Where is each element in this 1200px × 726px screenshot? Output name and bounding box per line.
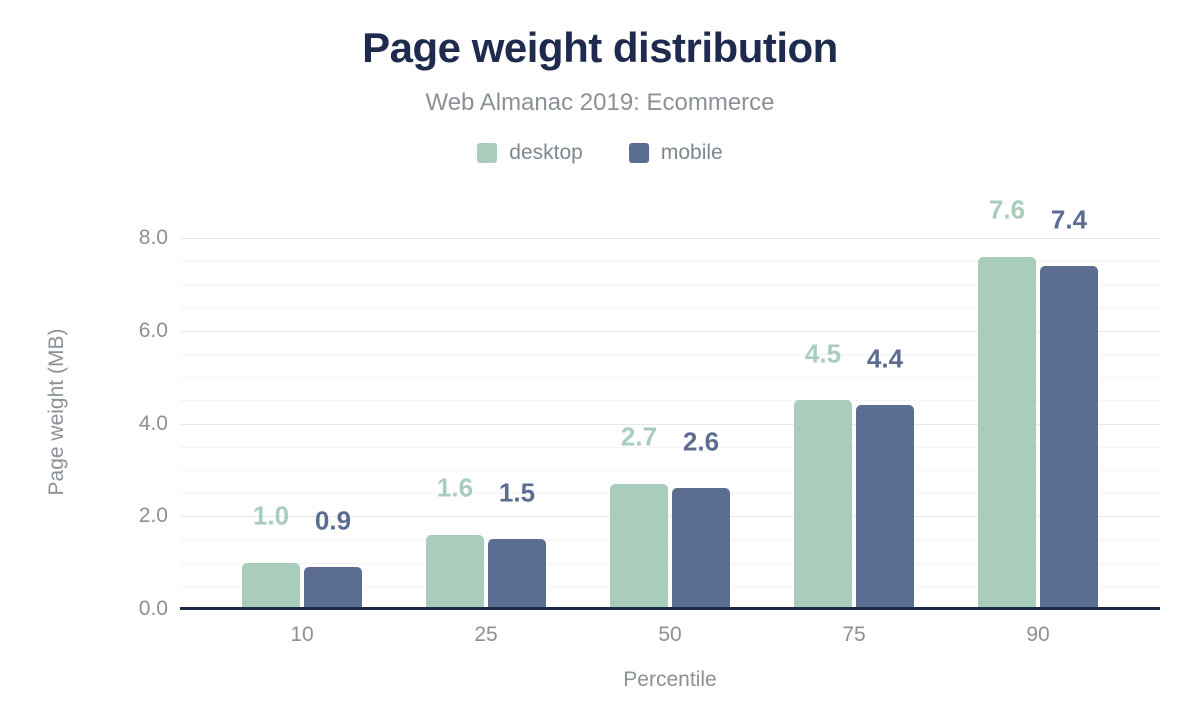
- y-tick-label-4.0: 4.0: [138, 412, 168, 435]
- x-tick-label-50: 50: [658, 623, 682, 646]
- bar-mobile-p75: [856, 405, 914, 609]
- y-axis-title: Page weight (MB): [45, 328, 68, 496]
- value-label-mobile-p90: 7.4: [1050, 204, 1088, 235]
- value-label-desktop-p50: 2.7: [620, 421, 658, 452]
- x-tick-label-10: 10: [290, 623, 314, 646]
- x-axis-title: Percentile: [623, 668, 717, 691]
- value-label-mobile-p10: 0.9: [314, 505, 352, 536]
- y-tick-label-6.0: 6.0: [138, 319, 168, 342]
- bar-desktop-p25: [426, 535, 484, 609]
- value-label-desktop-p10: 1.0: [252, 500, 290, 531]
- value-label-desktop-p75: 4.5: [804, 338, 842, 369]
- chart-title: Page weight distribution: [362, 24, 838, 71]
- y-tick-label-2.0: 2.0: [138, 504, 168, 527]
- bar-desktop-p75: [794, 400, 852, 609]
- x-tick-label-75: 75: [842, 623, 866, 646]
- bar-mobile-p90: [1040, 266, 1098, 609]
- legend-item-mobile[interactable]: mobile: [628, 141, 723, 165]
- legend-swatch-desktop: [477, 143, 498, 163]
- gridline-3.0: [180, 470, 1160, 471]
- gridline-1.0: [180, 563, 1160, 564]
- bar-mobile-p50: [672, 488, 730, 609]
- gridline-0.5: [180, 586, 1160, 587]
- gridline-4.0: [180, 424, 1160, 425]
- gridline-6.5: [180, 308, 1160, 309]
- gridline-2.0: [180, 516, 1160, 517]
- y-tick-label-8.0: 8.0: [138, 226, 168, 249]
- x-tick-label-90: 90: [1026, 623, 1050, 646]
- gridline-7.5: [180, 261, 1160, 262]
- gridline-1.5: [180, 539, 1160, 540]
- value-label-mobile-p75: 4.4: [866, 343, 904, 374]
- legend: desktop mobile: [0, 141, 1200, 165]
- legend-swatch-mobile: [628, 143, 649, 163]
- x-tick-label-25: 25: [474, 623, 498, 646]
- gridline-2.5: [180, 493, 1160, 494]
- gridline-8.0: [180, 238, 1160, 239]
- bar-mobile-p25: [488, 539, 546, 609]
- legend-label-mobile: mobile: [660, 141, 723, 164]
- legend-item-desktop[interactable]: desktop: [477, 141, 583, 165]
- chart-subtitle: Web Almanac 2019: Ecommerce: [425, 89, 775, 116]
- value-label-desktop-p90: 7.6: [988, 194, 1026, 225]
- value-label-desktop-p25: 1.6: [436, 472, 474, 503]
- value-label-mobile-p25: 1.5: [498, 477, 536, 508]
- bar-desktop-p10: [242, 563, 300, 609]
- bar-mobile-p10: [304, 567, 362, 609]
- gridline-4.5: [180, 400, 1160, 401]
- gridline-5.0: [180, 377, 1160, 378]
- x-axis-line: [180, 607, 1160, 610]
- bar-desktop-p90: [978, 257, 1036, 609]
- gridline-5.5: [180, 354, 1160, 355]
- value-label-mobile-p50: 2.6: [682, 426, 720, 457]
- gridline-6.0: [180, 331, 1160, 332]
- y-tick-label-0.0: 0.0: [138, 597, 168, 620]
- gridline-7.0: [180, 285, 1160, 286]
- gridline-3.5: [180, 447, 1160, 448]
- bar-desktop-p50: [610, 484, 668, 609]
- legend-label-desktop: desktop: [509, 141, 583, 164]
